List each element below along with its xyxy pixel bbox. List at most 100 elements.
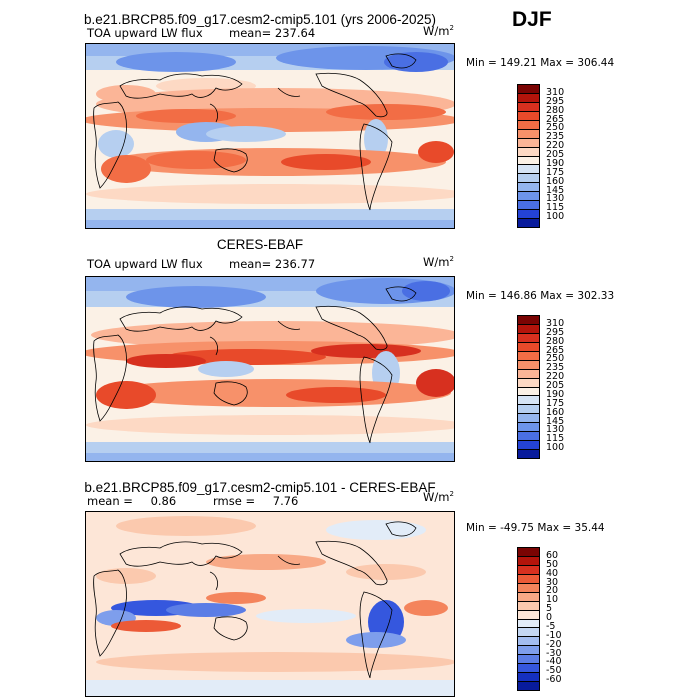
panel-3-min-value: -49.75 xyxy=(500,522,534,534)
panel-2-cbar-cell xyxy=(518,333,539,343)
panel-3-cbar-cell xyxy=(518,574,539,584)
panel-3-units: W/m2 xyxy=(423,490,454,504)
panel-3-cbar-cell xyxy=(518,565,539,575)
colorbar-tick-label: -10 xyxy=(546,629,562,641)
colorbar-tick-label: 100 xyxy=(546,442,565,454)
colorbar-tick-label: 310 xyxy=(546,86,565,98)
panel-2-cbar-cell xyxy=(518,414,539,424)
panel-1-cbar-cell xyxy=(518,129,539,139)
panel-2-cbar-cell xyxy=(518,396,539,406)
colorbar-tick-label: -5 xyxy=(546,620,556,632)
panel-3-units-base: W/m xyxy=(423,490,450,504)
panel-1-cbar-cell xyxy=(518,102,539,112)
panel-1-max-value: 306.44 xyxy=(577,57,615,69)
panel-1-cbar-cell xyxy=(518,93,539,103)
panel-3-cbar-cell xyxy=(518,619,539,629)
panel-2-min-value: 146.86 xyxy=(500,290,537,302)
panel-3-field xyxy=(86,512,454,696)
panel-1-cbar-cell xyxy=(518,156,539,166)
panel-3-rmse-value: 7.76 xyxy=(272,494,299,508)
panel-3-colorbar xyxy=(517,547,540,691)
colorbar-tick-label: 265 xyxy=(546,344,565,356)
panel-1-cbar-cell xyxy=(518,201,539,211)
colorbar-tick-label: 50 xyxy=(546,558,559,570)
panel-1-map xyxy=(85,43,455,229)
colorbar-tick-label: 10 xyxy=(546,594,559,606)
panel-2-colorbar xyxy=(517,315,540,459)
panel-1-mean-value: 237.64 xyxy=(274,26,316,40)
panel-1-units-base: W/m xyxy=(423,24,450,38)
panel-3-map xyxy=(85,511,455,697)
panel-1-cbar-cell xyxy=(518,120,539,130)
colorbar-tick-label: 145 xyxy=(546,415,565,427)
colorbar-tick-label: 280 xyxy=(546,335,565,347)
colorbar-tick-label: 295 xyxy=(546,326,565,338)
colorbar-tick-label: 220 xyxy=(546,140,565,152)
panel-3-cbar-cell xyxy=(518,548,539,557)
colorbar-tick-label: 130 xyxy=(546,424,565,436)
panel-3-min-label: Min = xyxy=(466,522,497,534)
panel-2-cbar-cell xyxy=(518,316,539,325)
panel-2-minmax: Min = 146.86 Max = 302.33 xyxy=(466,290,614,302)
panel-2-title: CERES-EBAF xyxy=(216,237,304,252)
panel-1-cbar-cell xyxy=(518,147,539,157)
colorbar-tick-label: 20 xyxy=(546,585,559,597)
colorbar-tick-label: 0 xyxy=(546,612,553,623)
panel-3-title: b.e21.BRCP85.f09_g17.cesm2-cmip5.101 - C… xyxy=(84,480,436,495)
panel-2-cbar-cell xyxy=(518,405,539,415)
colorbar-tick-label: -20 xyxy=(546,638,562,650)
panel-2-cbar-cell xyxy=(518,378,539,388)
colorbar-tick-label: 280 xyxy=(546,104,565,116)
panel-1-cbar-cell xyxy=(518,138,539,148)
colorbar-tick-label: 145 xyxy=(546,184,565,196)
panel-1-cbar-cell xyxy=(518,219,539,227)
panel-3-cbar-cell xyxy=(518,673,539,683)
panel-3-rmse: rmse = 7.76 xyxy=(213,494,298,508)
colorbar-tick-label: 265 xyxy=(546,113,565,125)
panel-3-cbar-cell xyxy=(518,655,539,665)
panel-3-max-value: 35.44 xyxy=(574,522,605,534)
colorbar-tick-label: 250 xyxy=(546,122,565,134)
panel-1-cbar-cell xyxy=(518,192,539,202)
panel-1-title: b.e21.BRCP85.f09_g17.cesm2-cmip5.101 (yr… xyxy=(84,12,436,27)
colorbar-tick-label: 115 xyxy=(546,433,565,445)
colorbar-tick-label: 60 xyxy=(546,549,559,561)
panel-3-cbar-cell xyxy=(518,637,539,647)
panel-1-colorbar-ticks: 310 295 280 265 250 235 220 205 190 175 160 145 130 1… xyxy=(546,84,586,226)
panel-1-mean: mean= 237.64 xyxy=(229,26,315,40)
panel-1-units-sup: 2 xyxy=(449,24,454,33)
panel-3-cbar-cell xyxy=(518,628,539,638)
colorbar-tick-label: 235 xyxy=(546,362,565,374)
colorbar-tick-label: 160 xyxy=(546,406,565,418)
colorbar-tick-label: 175 xyxy=(546,166,565,178)
colorbar-tick-label: 115 xyxy=(546,202,565,214)
panel-2-coastlines xyxy=(93,286,417,444)
colorbar-tick-label: 160 xyxy=(546,175,565,187)
panel-3-max-label: Max = xyxy=(537,522,572,534)
colorbar-tick-label: -50 xyxy=(546,665,562,677)
colorbar-tick-label: -60 xyxy=(546,674,562,686)
colorbar-tick-label: 310 xyxy=(546,317,565,329)
panel-1-minmax: Min = 149.21 Max = 306.44 xyxy=(466,57,614,69)
colorbar-tick-label: 40 xyxy=(546,567,559,579)
season-label: DJF xyxy=(512,8,552,31)
panel-2-map xyxy=(85,276,455,462)
panel-1-cbar-cell xyxy=(518,174,539,184)
colorbar-tick-label: 190 xyxy=(546,157,565,169)
panel-1-min-value: 149.21 xyxy=(500,57,537,69)
panel-2-cbar-cell xyxy=(518,351,539,361)
panel-3-cbar-cell xyxy=(518,583,539,593)
panel-2-units-base: W/m xyxy=(423,255,450,269)
panel-2-variable: TOA upward LW flux xyxy=(87,257,203,271)
panel-1-colorbar xyxy=(517,84,540,228)
panel-2-max-value: 302.33 xyxy=(577,290,615,302)
panel-3-cbar-cell xyxy=(518,646,539,656)
panel-3-coastlines xyxy=(93,521,417,679)
panel-2-colorbar-ticks: 310 295 280 265 250 235 220 205 190 175 160 145 130 1… xyxy=(546,315,586,457)
colorbar-tick-label: 175 xyxy=(546,397,565,409)
panel-1-units: W/m2 xyxy=(423,24,454,38)
panel-1-mean-label: mean= xyxy=(229,26,272,40)
panel-2-max-label: Max = xyxy=(540,290,575,302)
colorbar-tick-label: 130 xyxy=(546,193,565,205)
panel-2-mean: mean= 236.77 xyxy=(229,257,315,271)
